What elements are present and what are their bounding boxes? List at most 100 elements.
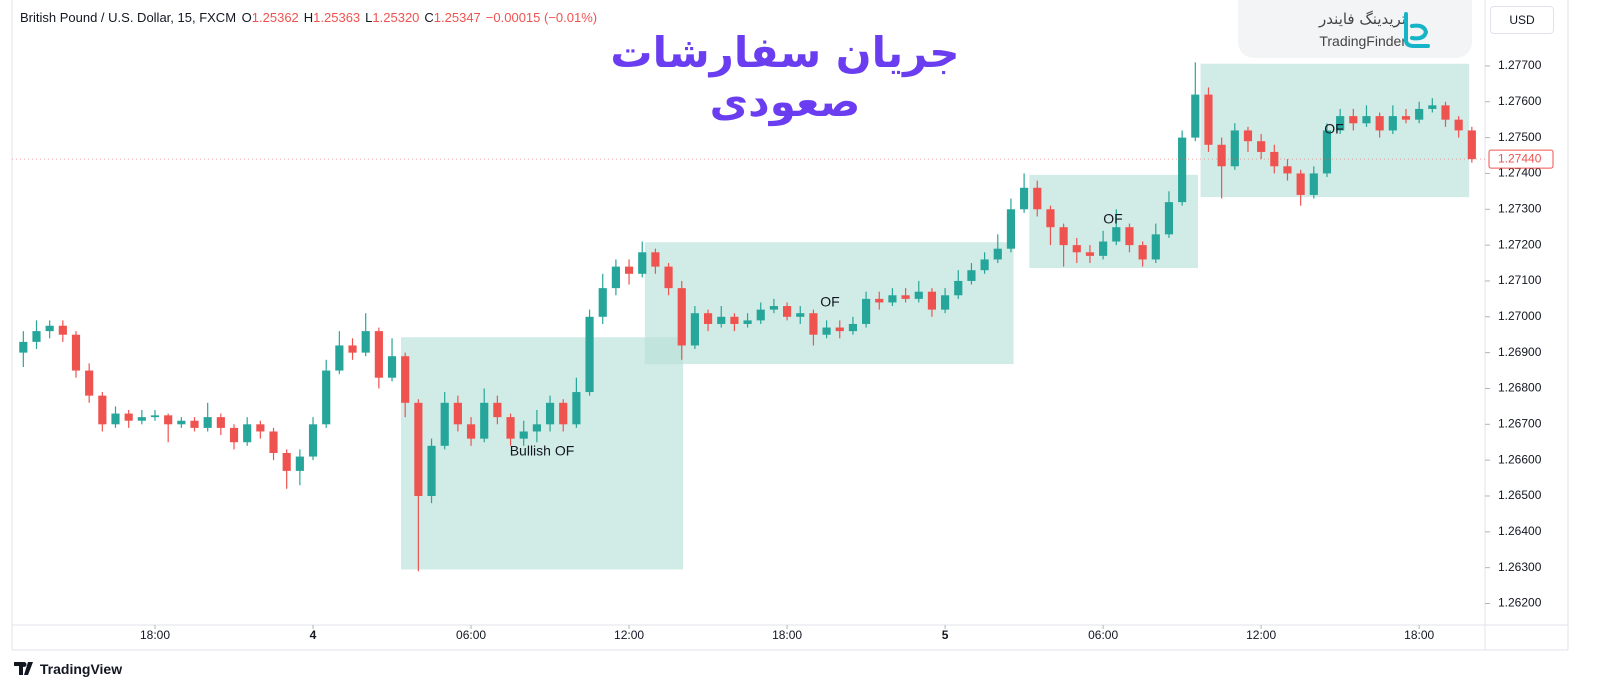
y-tick-label: 1.26600 [1498, 452, 1542, 466]
candle-body [1191, 94, 1200, 138]
candle-body [203, 417, 212, 428]
candle-body [1322, 130, 1332, 174]
candle-body [243, 424, 252, 443]
candle-body [519, 431, 528, 439]
candle-body [1349, 116, 1358, 124]
candle-body [1112, 227, 1121, 242]
candle-body [1230, 130, 1239, 167]
candle-body [664, 266, 673, 289]
candle-body [875, 298, 884, 303]
candle-body [58, 325, 67, 335]
candle-body [585, 316, 594, 393]
candle-body [1243, 130, 1253, 142]
candle-body [756, 309, 765, 321]
y-tick-label: 1.27300 [1498, 201, 1542, 215]
candle-body [888, 295, 897, 303]
candle-body [967, 270, 976, 281]
candle-body [361, 331, 370, 353]
candle-body [1454, 119, 1463, 131]
candle-body [98, 395, 107, 425]
candle-body [111, 413, 120, 425]
y-tick-label: 1.27600 [1498, 94, 1542, 108]
candle-body [19, 341, 28, 353]
candle-body [901, 295, 910, 299]
footer-text: TradingView [39, 661, 123, 677]
candle-body [941, 295, 950, 310]
candle-body [1428, 105, 1437, 109]
candle-body [308, 424, 318, 457]
y-tick-label: 1.26300 [1498, 560, 1542, 574]
candle-body [980, 259, 989, 271]
candle-body [427, 445, 436, 496]
candle-body [1072, 245, 1081, 253]
candle-body [611, 266, 620, 289]
ohlc-key: H [303, 10, 314, 25]
candle-body [677, 288, 686, 346]
order-flow-zone [644, 242, 1014, 365]
candle-body [466, 424, 476, 439]
candle-body [480, 402, 489, 439]
zone-label: OF [820, 294, 839, 310]
candle-body [796, 313, 805, 317]
x-tick-label: 12:00 [1246, 628, 1276, 642]
candle-body [1125, 227, 1134, 246]
x-tick-label: 18:00 [1404, 628, 1434, 642]
candle-body [85, 370, 94, 396]
candle-body [1059, 227, 1068, 246]
candle-body [1204, 94, 1213, 145]
ohlc-value: 1.25347 [433, 10, 481, 25]
candle-body [703, 313, 713, 324]
candle-body [1467, 130, 1476, 160]
candle-body [374, 331, 383, 378]
ohlc-key: C [424, 10, 434, 25]
candle-body [45, 325, 54, 332]
x-tick-label: 06:00 [1088, 628, 1118, 642]
ohlc-key: L [365, 10, 373, 25]
y-tick-label: 1.27700 [1498, 58, 1542, 72]
currency-button[interactable]: USD [1490, 6, 1554, 34]
candle-body [32, 331, 41, 342]
candle-body [150, 415, 160, 418]
candle-body [822, 327, 831, 335]
candle-body [1270, 151, 1279, 167]
candle-body [401, 356, 410, 403]
candle-body [256, 424, 265, 432]
chart-title: جریان سفارشات صعودی [610, 28, 960, 126]
candle-body [348, 345, 357, 353]
ohlc-value: 1.25363 [313, 10, 361, 25]
symbol-header: British Pound / U.S. Dollar, 15, FXCM O1… [20, 10, 602, 25]
zone-label: Bullish OF [510, 443, 575, 459]
candle-body [190, 420, 199, 428]
candle-body [545, 402, 555, 425]
candle-body [1415, 108, 1424, 120]
candle-body [453, 402, 462, 425]
ohlc-key: O [241, 10, 252, 25]
candle-body [1138, 245, 1147, 260]
candle-body [387, 356, 397, 378]
x-tick-label: 12:00 [614, 628, 644, 642]
candle-body [914, 291, 923, 299]
candle-body [1309, 173, 1318, 195]
y-tick-label: 1.27500 [1498, 130, 1542, 144]
x-tick-label: 18:00 [772, 628, 802, 642]
candle-body [532, 424, 541, 432]
candle-body [743, 320, 752, 324]
candle-body [1020, 187, 1029, 210]
y-tick-label: 1.26900 [1498, 345, 1542, 359]
candle-body [282, 452, 291, 471]
candle-body [783, 306, 792, 317]
candle-body [1164, 202, 1174, 235]
candle-body [269, 431, 278, 453]
candle-body [809, 313, 818, 335]
candle-body [1217, 144, 1226, 167]
order-flow-zone [400, 337, 684, 570]
labels: Bullish OF OF OF OF [510, 121, 1344, 459]
candle-body [1441, 105, 1450, 120]
candle-body [1401, 116, 1411, 120]
candle-body [177, 420, 186, 425]
candle-body [730, 316, 739, 324]
last-price-label: 1.27440 [1498, 151, 1542, 165]
candle-body [71, 334, 81, 371]
candle-body [848, 323, 858, 332]
